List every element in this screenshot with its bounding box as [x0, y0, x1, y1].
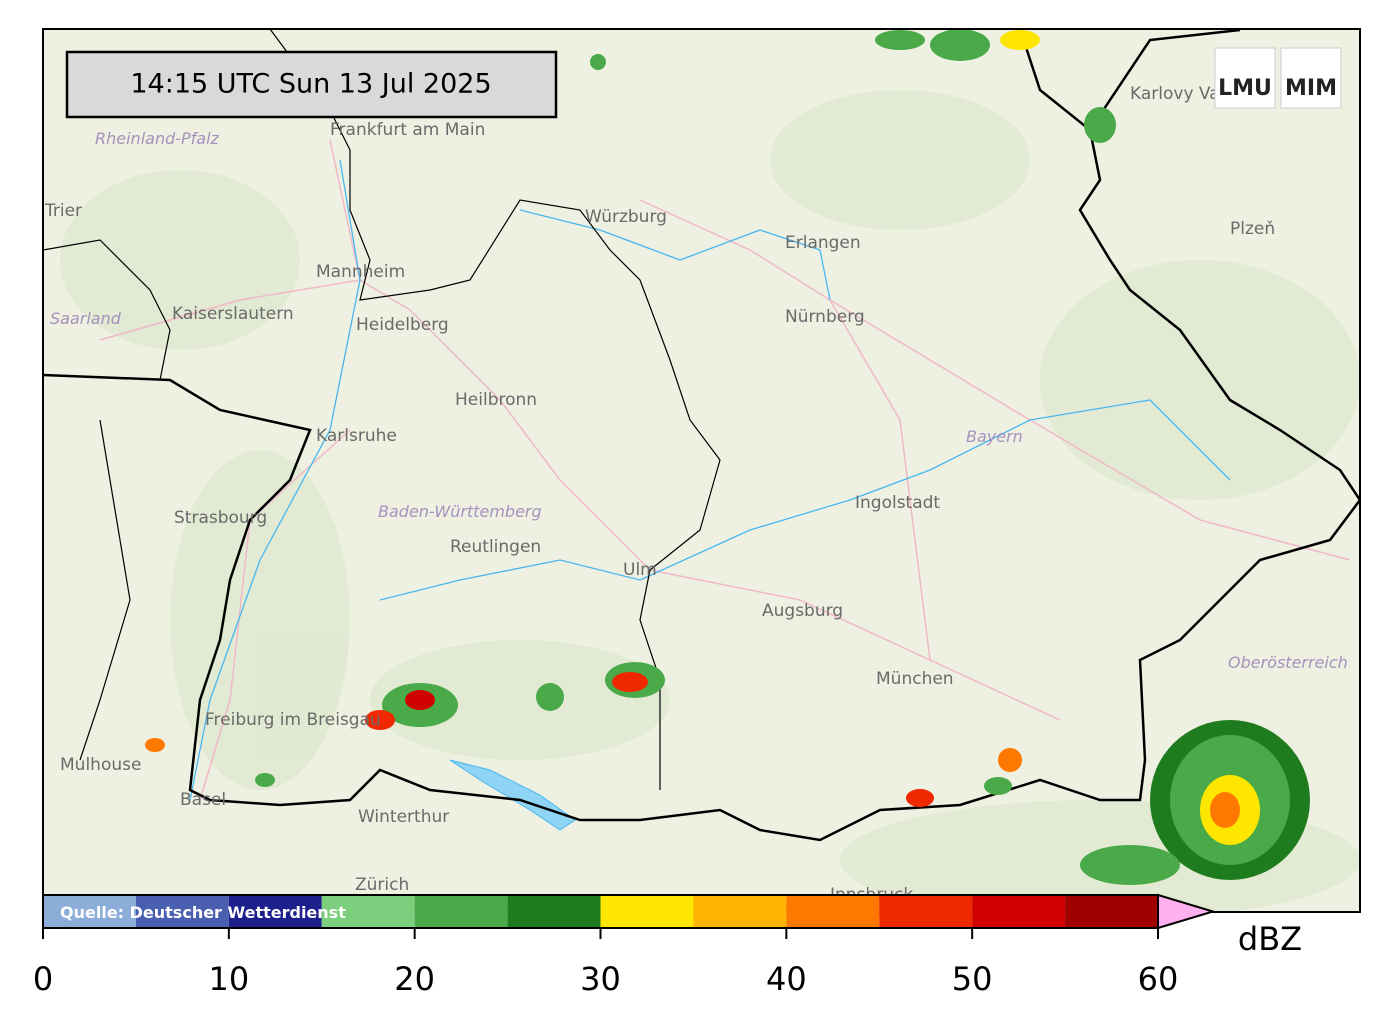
- place-label: Plzeň: [1230, 219, 1275, 239]
- radar-echoes: [145, 29, 1310, 885]
- logo-text: LMU: [1218, 76, 1272, 101]
- place-label: Kaiserslautern: [172, 304, 294, 324]
- place-label: Mannheim: [316, 262, 405, 282]
- place-label: Winterthur: [358, 807, 449, 827]
- map: Frankfurt am Main Mannheim Kaiserslautern H…: [43, 29, 1360, 912]
- timestamp: 14:15 UTC Sun 13 Jul 2025: [130, 69, 491, 100]
- place-label: Mulhouse: [60, 755, 141, 775]
- place-label: Basel: [180, 790, 226, 810]
- colorbar-bin: [972, 895, 1066, 928]
- tick-label: 50: [952, 960, 993, 998]
- lake: [449, 759, 576, 831]
- colorbar-bin: [786, 895, 880, 928]
- terrain: [60, 90, 1360, 912]
- tick-label: 40: [766, 960, 807, 998]
- colorbar-bin: [1065, 895, 1158, 928]
- tick-label: 0: [33, 960, 53, 998]
- colorbar-bin: [43, 895, 136, 928]
- place-label: Karlsruhe: [316, 426, 397, 446]
- colorbar: Quelle: Deutscher Wetterdienst 0 10 20 30 40 5…: [33, 893, 1302, 998]
- place-label: Ulm: [623, 560, 657, 580]
- region-label: Rheinland-Pfalz: [95, 129, 220, 148]
- region-label: Bayern: [966, 427, 1023, 446]
- place-label: Frankfurt am Main: [330, 120, 485, 140]
- tick-label: 30: [580, 960, 621, 998]
- national-borders: [43, 29, 1360, 842]
- tick-label: 10: [208, 960, 249, 998]
- colorbar-bin: [321, 895, 415, 928]
- region-label: Saarland: [50, 309, 122, 328]
- place-label: Freiburg im Breisgau: [205, 710, 381, 730]
- place-label: Würzburg: [585, 207, 667, 227]
- region-label: Oberösterreich: [1228, 653, 1348, 672]
- timestamp-box: [65, 50, 558, 119]
- place-label: Erlangen: [785, 233, 861, 253]
- place-label: Zürich: [355, 875, 409, 895]
- place-label: Karlovy Vary: [1130, 84, 1237, 104]
- colorbar-bin: [228, 895, 322, 928]
- region-label: Baden-Württemberg: [378, 502, 542, 521]
- colorbar-bin: [600, 895, 694, 928]
- logo-text: MIM: [1285, 76, 1337, 101]
- tick-label: 60: [1138, 960, 1179, 998]
- place-label: Heilbronn: [455, 390, 537, 410]
- rivers: [189, 159, 1231, 801]
- logo-box: [1214, 47, 1276, 109]
- place-labels: Frankfurt am Main Mannheim Kaiserslautern H…: [44, 84, 1348, 905]
- colorbar-bin: [879, 895, 973, 928]
- colorbar-unit: dBZ: [1238, 920, 1302, 958]
- place-label: Augsburg: [762, 601, 843, 621]
- place-label: Ingolstadt: [855, 493, 940, 513]
- logo: LMU MIM: [1214, 47, 1342, 109]
- place-label: Trier: [44, 201, 82, 221]
- colorbar-bin: [507, 895, 601, 928]
- state-borders: [43, 29, 721, 790]
- colorbar-bin: [135, 895, 229, 928]
- place-label: Strasbourg: [174, 508, 267, 528]
- tick-label: 20: [394, 960, 435, 998]
- colorbar-source: Quelle: Deutscher Wetterdienst: [60, 903, 346, 922]
- place-label: Reutlingen: [450, 537, 541, 557]
- roads: [99, 139, 1351, 801]
- place-label: Heidelberg: [356, 315, 449, 335]
- logo-box: [1280, 47, 1342, 109]
- colorbar-bin: [414, 895, 508, 928]
- place-label: München: [876, 669, 954, 689]
- place-label: Nürnberg: [785, 307, 865, 327]
- colorbar-bin: [693, 895, 787, 928]
